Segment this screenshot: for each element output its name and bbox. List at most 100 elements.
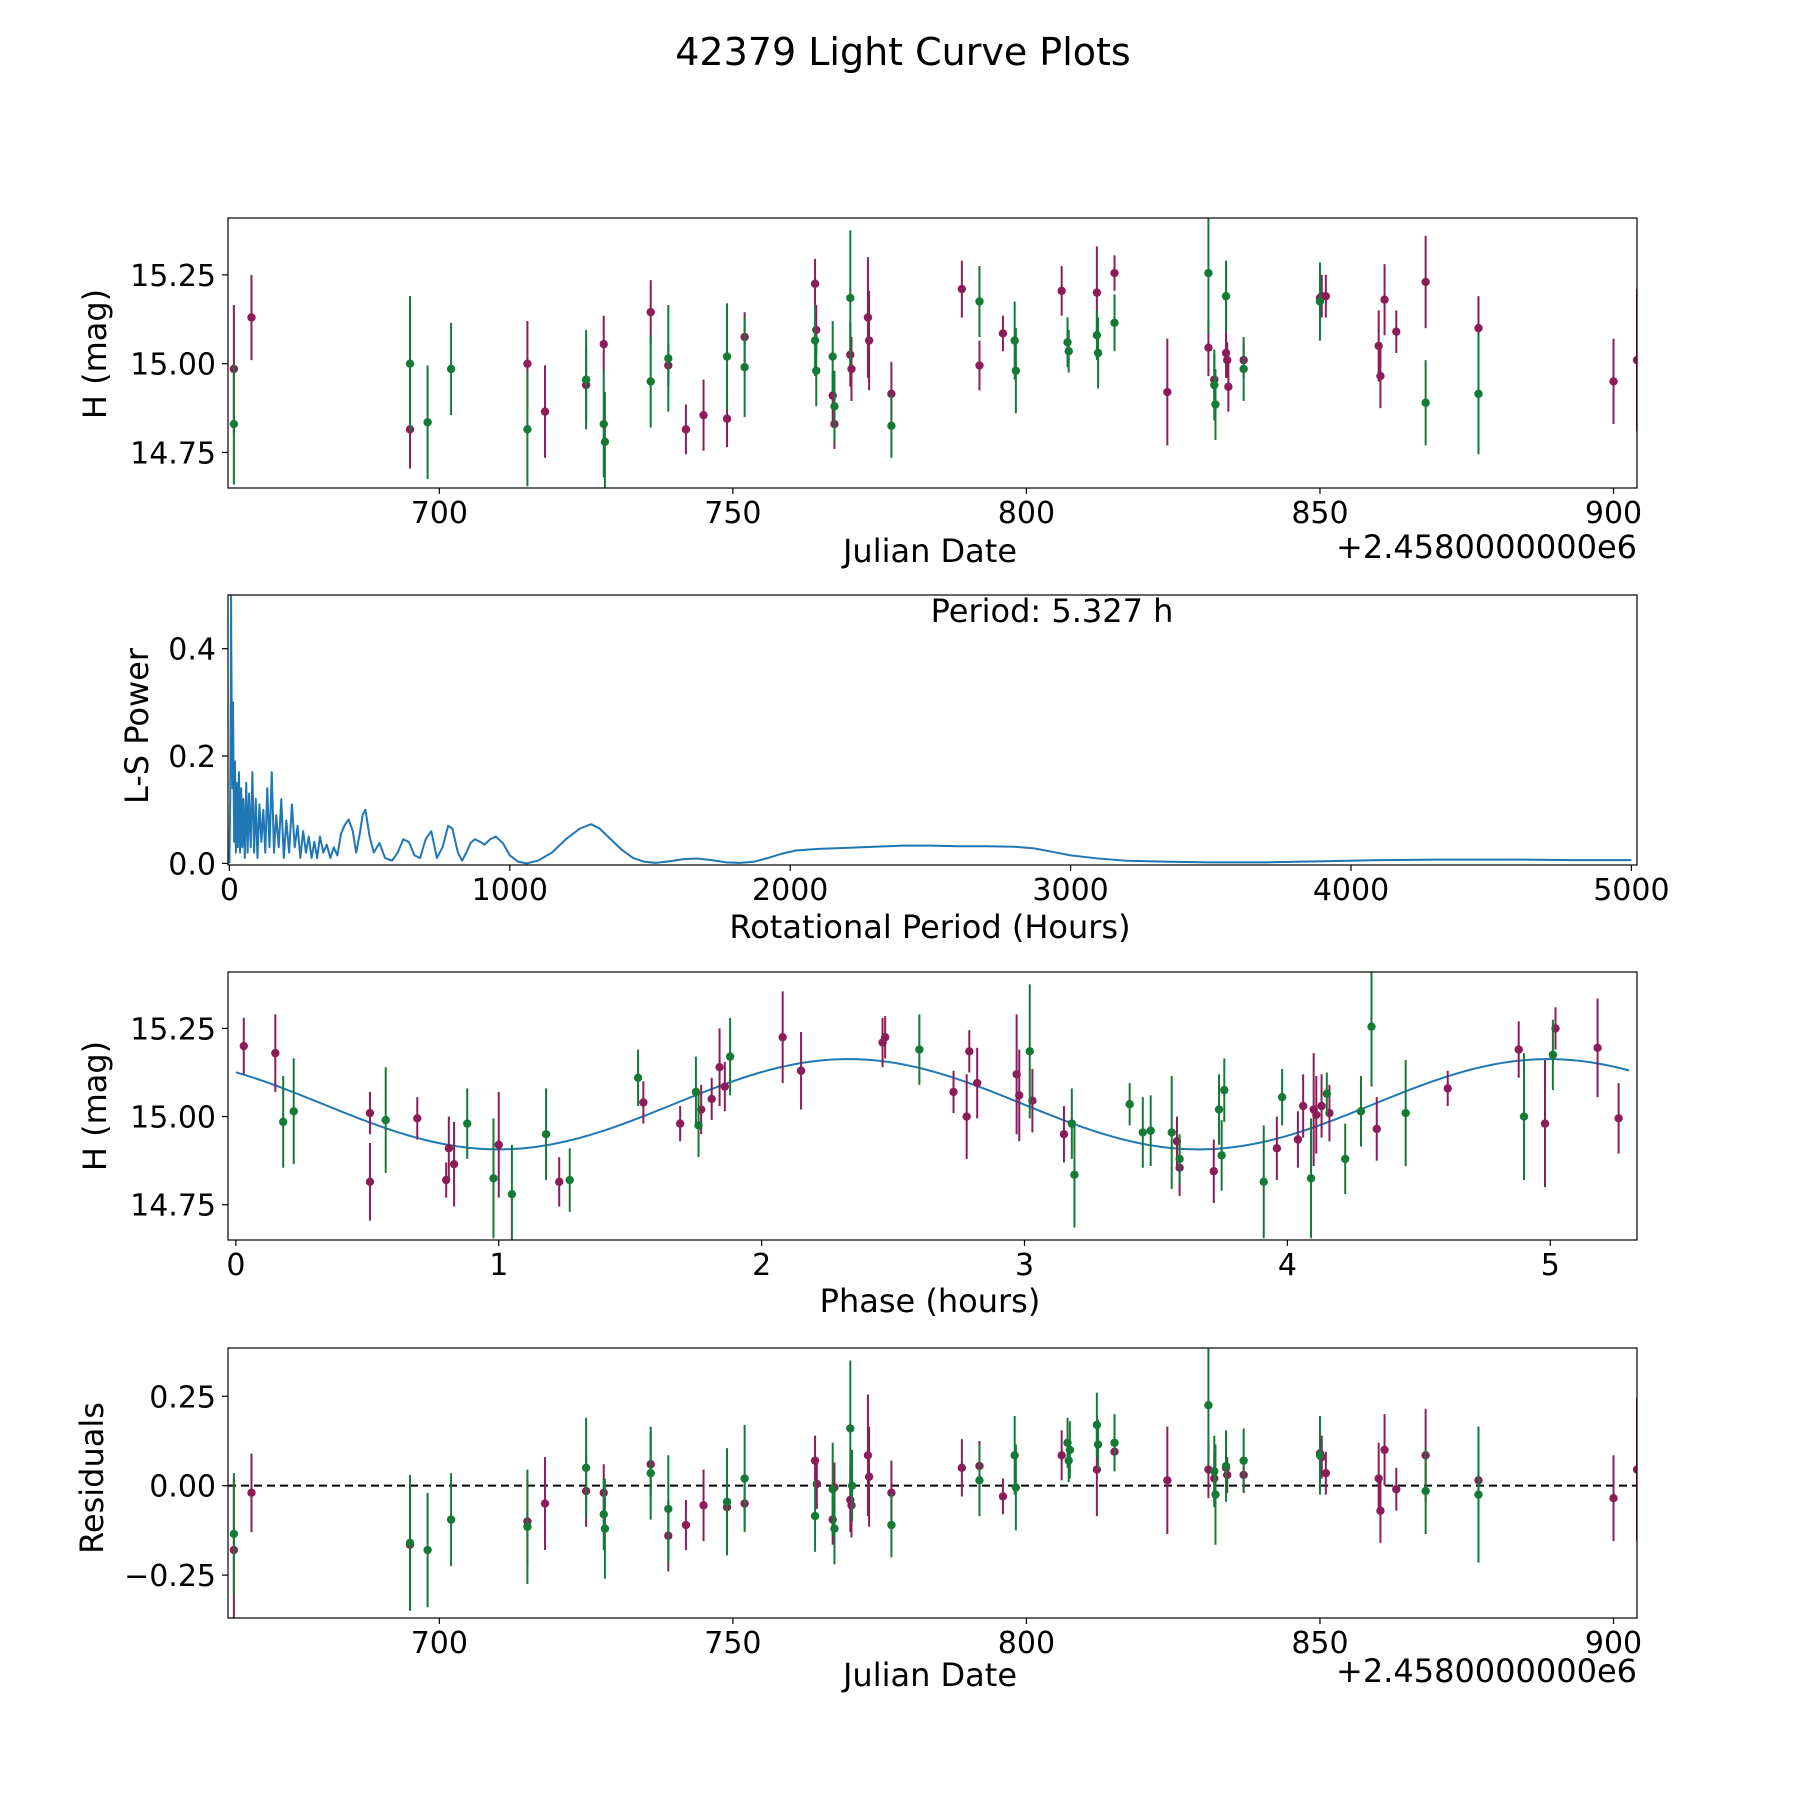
band-b-data-point [722,1497,732,1506]
band-b-data-point [1064,1456,1073,1465]
band-a-data-point [975,361,984,370]
band-a-data-point [1380,295,1389,304]
band-b-data-point [1421,1486,1430,1496]
band-a-data-point [864,1472,874,1481]
x-tick-label: 900 [1585,1626,1642,1661]
band-b-data-point [289,1107,298,1116]
band-a-data-point [247,1488,256,1498]
band-a-data-point [1321,291,1331,301]
light-curve-xlabel: Julian Date [841,532,1017,570]
x-tick-label: 3000 [1032,873,1108,908]
x-tick-label: 1 [489,1248,508,1283]
model-curve [235,1058,1630,1151]
band-a-data-point [1421,277,1430,287]
band-a-data-point [365,1177,375,1187]
band-b-data-point [600,437,610,447]
band-a-data-point [880,1033,890,1042]
phased-curve-ylabel: H (mag) [76,1041,114,1171]
band-a-data-point [778,1033,787,1042]
band-a-data-point [1293,1135,1303,1144]
band-a-data-point [812,1479,822,1489]
x-tick-label: 800 [998,496,1055,531]
band-a-data-point [271,1048,280,1058]
band-a-data-point [413,1114,422,1123]
band-a-data-point [1380,1445,1389,1455]
band-b-data-point [1065,1445,1075,1455]
x-tick-label: 3 [1015,1248,1034,1283]
band-b-data-point [1217,1151,1226,1160]
band-b-data-point [1356,1107,1366,1116]
band-a-data-point [812,325,821,335]
phased-curve-xlabel: Phase (hours) [820,1282,1041,1320]
band-b-data-point [229,419,239,429]
x-tick-label: 5 [1541,1248,1560,1283]
band-b-data-point [1221,291,1231,301]
periodogram-ylabel: L-S Power [118,647,156,804]
x-tick-label: 5000 [1593,873,1669,908]
band-b-data-point [1167,1128,1176,1137]
band-b-data-point [423,418,432,427]
x-tick-label: 1000 [472,873,548,908]
band-a-data-point [715,1063,724,1072]
band-b-data-point [1548,1050,1558,1060]
x-tick-label: 850 [1291,496,1348,531]
band-b-data-point [646,377,655,386]
band-a-data-point [887,389,896,399]
band-a-data-point [847,364,856,374]
band-b-data-point [810,1511,820,1521]
band-b-data-point [1070,1170,1079,1179]
band-b-data-point [1138,1128,1147,1137]
band-a-data-point [675,1119,685,1128]
band-b-data-point [1092,1420,1102,1430]
band-b-data-point [1211,1490,1220,1499]
y-tick-label: 14.75 [130,1189,216,1224]
residuals-ylabel: Residuals [73,1402,111,1554]
band-a-data-point [1614,1114,1623,1123]
band-a-data-point [1374,341,1383,351]
band-a-data-point [810,1456,820,1465]
band-b-data-point [1010,1451,1019,1460]
band-b-data-point [1210,1467,1219,1476]
y-tick-label: 15.25 [130,259,216,294]
band-a-data-point [863,1451,873,1460]
x-tick-label: 850 [1291,1626,1348,1661]
band-a-data-point [1298,1101,1308,1111]
band-b-data-point [581,1463,591,1473]
band-b-data-point [1204,268,1213,278]
band-b-data-point [828,1485,837,1494]
light-curve-offset-text: +2.4580000000e6 [1336,528,1637,566]
x-tick-label: 4 [1278,1248,1297,1283]
residuals-panel: 700 750 800 850 900 −0.25 0.00 0.25 Julian Date… [73,1347,1642,1694]
x-tick-label: 750 [704,496,761,531]
band-a-data-point [1317,1101,1326,1111]
band-a-data-point [1609,377,1618,386]
band-b-data-point [725,1052,735,1061]
band-b-data-point [1221,1461,1231,1471]
band-a-data-point [681,425,691,434]
periodogram-ticks: 0 1000 2000 3000 4000 5000 0.0 0.2 0.4 [168,633,1669,908]
y-tick-label: 0.0 [168,847,216,882]
band-b-data-point [1474,1490,1483,1499]
band-b-data-point [446,1515,456,1524]
band-a-data-point [1540,1119,1550,1128]
band-a-data-point [1209,1167,1218,1176]
band-b-data-point [523,1522,532,1532]
band-b-data-point [646,1468,655,1478]
band-b-data-point [1010,336,1019,345]
y-tick-label: 14.75 [130,436,216,471]
band-a-data-point [720,1082,730,1091]
x-tick-label: 800 [998,1626,1055,1661]
band-b-data-point [1214,1105,1224,1114]
band-b-data-point [279,1117,288,1127]
band-b-data-point [633,1073,643,1082]
band-b-data-point [1110,318,1119,328]
band-b-data-point [1220,1085,1229,1095]
band-a-data-point [681,1520,691,1530]
band-a-data-point [796,1066,806,1075]
band-a-data-point [1224,382,1233,391]
band-b-data-point [664,1504,673,1514]
band-a-data-point [1059,1130,1069,1139]
band-a-data-point [1204,343,1213,352]
band-a-data-point [828,391,837,400]
x-tick-label: 900 [1585,496,1642,531]
